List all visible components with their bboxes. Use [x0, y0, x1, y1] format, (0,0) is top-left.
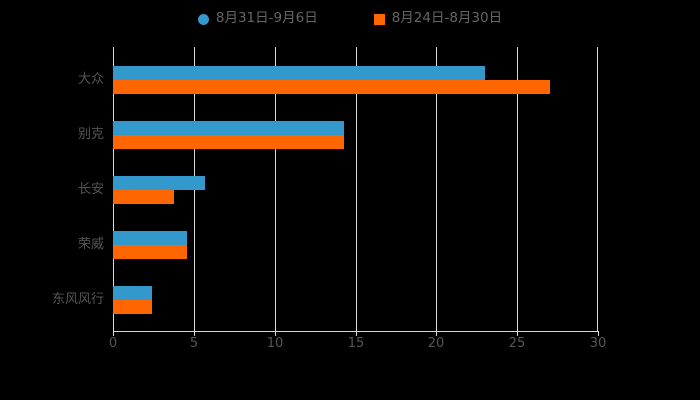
gridline-10: [275, 47, 276, 331]
x-tick-mark-5: [194, 331, 195, 336]
y-tick-label-bieke: 别克: [77, 127, 104, 142]
y-tick-wrap-0: 大众: [0, 73, 104, 89]
y-tick-label-rongwei: 荣威: [77, 237, 104, 252]
x-tick-mark-30: [598, 331, 599, 336]
bar-orange-changan[interactable]: [113, 190, 175, 204]
x-tick-mark-10: [275, 331, 276, 336]
bar-blue-rongwei[interactable]: [113, 231, 188, 245]
bar-blue-dongfengfengxing[interactable]: [113, 286, 152, 300]
y-tick-label-changan: 长安: [77, 182, 104, 197]
legend-item-0[interactable]: 8月31日-9月6日: [197, 10, 318, 27]
bar-orange-dongfengfengxing[interactable]: [113, 300, 152, 314]
bar-blue-changan[interactable]: [113, 176, 206, 190]
legend-item-1[interactable]: 8月24日-8月30日: [373, 10, 503, 27]
y-tick-label-dongfengfengxing: 东风风行: [51, 292, 104, 307]
bar-orange-rongwei[interactable]: [113, 245, 188, 259]
y-tick-wrap-2: 长安: [0, 183, 104, 199]
bar-blue-bieke[interactable]: [113, 121, 345, 135]
y-tick-wrap-3: 荣威: [0, 238, 104, 254]
chart-legend: 8月31日-9月6日 8月24日-8月30日: [0, 6, 700, 32]
y-tick-label-dazhong: 大众: [77, 72, 104, 87]
x-tick-label-0: 0: [108, 336, 118, 351]
circle-icon: [197, 13, 209, 25]
legend-label-1: 8月24日-8月30日: [391, 10, 503, 27]
gridline-25: [517, 47, 518, 331]
x-tick-label-25: 25: [508, 336, 526, 351]
legend-label-0: 8月31日-9月6日: [215, 10, 318, 27]
x-tick-label-20: 20: [427, 336, 445, 351]
x-tick-mark-25: [517, 331, 518, 336]
gridline-20: [436, 47, 437, 331]
square-icon: [373, 13, 385, 25]
y-tick-wrap-4: 东风风行: [0, 293, 104, 309]
y-tick-wrap-1: 别克: [0, 128, 104, 144]
x-tick-label-30: 30: [589, 336, 607, 351]
x-tick-mark-15: [356, 331, 357, 336]
x-tick-mark-0: [113, 331, 114, 336]
gridline-30: [597, 47, 598, 331]
plot-area: [113, 47, 598, 331]
bar-blue-dazhong[interactable]: [113, 66, 485, 80]
x-tick-mark-20: [436, 331, 437, 336]
x-tick-label-10: 10: [266, 336, 284, 351]
gridline-15: [356, 47, 357, 331]
x-tick-label-5: 5: [189, 336, 199, 351]
x-tick-label-15: 15: [347, 336, 365, 351]
bar-orange-dazhong[interactable]: [113, 80, 550, 94]
bar-orange-bieke[interactable]: [113, 135, 345, 149]
